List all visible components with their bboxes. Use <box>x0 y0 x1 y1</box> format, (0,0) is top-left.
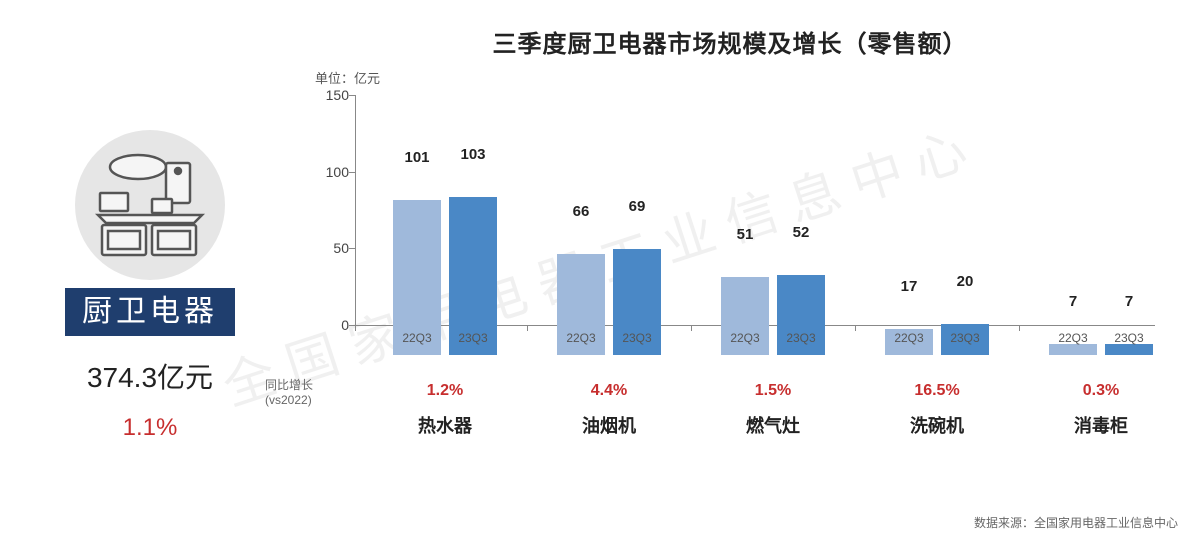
bar-value-label: 69 <box>613 198 661 215</box>
x-tick <box>355 325 356 331</box>
y-tick <box>349 172 355 173</box>
source-name: 全国家用电器工业信息中心 <box>1034 516 1178 530</box>
y-axis <box>355 95 356 325</box>
series-label: 23Q3 <box>1105 331 1153 345</box>
y-tick-label: 0 <box>315 317 349 333</box>
series-label: 23Q3 <box>777 331 825 345</box>
y-tick-label: 50 <box>315 240 349 256</box>
growth-caption: 同比增长 (vs2022) <box>265 378 350 408</box>
bar-value-label: 66 <box>557 203 605 220</box>
bar-value-label: 20 <box>941 273 989 290</box>
category-badge: 厨卫电器 <box>65 288 235 336</box>
growth-caption-l1: 同比增长 <box>265 378 313 392</box>
growth-row: 同比增长 (vs2022) 1.2%4.4%1.5%16.5%0.3% <box>315 382 1155 412</box>
y-tick-label: 150 <box>315 87 349 103</box>
bar-value-label: 7 <box>1049 293 1097 310</box>
bar-value-label: 52 <box>777 224 825 241</box>
series-label: 22Q3 <box>557 331 605 345</box>
y-tick <box>349 248 355 249</box>
series-label: 22Q3 <box>393 331 441 345</box>
x-tick <box>1019 325 1020 331</box>
growth-value: 16.5% <box>867 382 1007 400</box>
category-name: 燃气灶 <box>703 412 843 438</box>
chart-title: 三季度厨卫电器市场规模及增长（零售额） <box>300 24 1160 59</box>
x-tick <box>527 325 528 331</box>
appliances-icon <box>75 130 225 280</box>
series-label: 23Q3 <box>941 331 989 345</box>
category-name: 热水器 <box>375 412 515 438</box>
series-label: 23Q3 <box>613 331 661 345</box>
growth-value: 4.4% <box>539 382 679 400</box>
bar <box>1105 344 1153 355</box>
total-value: 374.3 <box>87 362 157 393</box>
unit-label: 单位：亿元 <box>315 68 380 87</box>
bar-value-label: 101 <box>393 149 441 166</box>
source-prefix: 数据来源： <box>974 516 1034 530</box>
total-unit: 亿元 <box>157 362 213 393</box>
series-label: 22Q3 <box>1049 331 1097 345</box>
growth-value: 1.2% <box>375 382 515 400</box>
bar-value-label: 103 <box>449 146 497 163</box>
x-tick <box>691 325 692 331</box>
bar <box>1049 344 1097 355</box>
category-name: 消毒柜 <box>1031 412 1171 438</box>
page: 全国家用电器工业信息中心 厨卫电器 374.3亿元 <box>0 0 1200 545</box>
category-name: 油烟机 <box>539 412 679 438</box>
overall-growth: 1.1% <box>60 414 240 442</box>
bar-value-label: 7 <box>1105 293 1153 310</box>
data-source: 数据来源：全国家用电器工业信息中心 <box>974 514 1178 531</box>
bar-value-label: 17 <box>885 278 933 295</box>
y-tick <box>349 95 355 96</box>
bar-value-label: 51 <box>721 226 769 243</box>
left-summary-panel: 厨卫电器 374.3亿元 1.1% <box>60 130 240 442</box>
series-label: 23Q3 <box>449 331 497 345</box>
y-tick-label: 100 <box>315 164 349 180</box>
bar-chart: 05010015010122Q310323Q36622Q36923Q35122Q… <box>315 95 1155 355</box>
growth-value: 1.5% <box>703 382 843 400</box>
x-tick <box>855 325 856 331</box>
growth-caption-l2: (vs2022) <box>265 393 312 407</box>
category-name: 洗碗机 <box>867 412 1007 438</box>
category-total: 374.3亿元 <box>60 356 240 396</box>
series-label: 22Q3 <box>721 331 769 345</box>
series-label: 22Q3 <box>885 331 933 345</box>
growth-value: 0.3% <box>1031 382 1171 400</box>
